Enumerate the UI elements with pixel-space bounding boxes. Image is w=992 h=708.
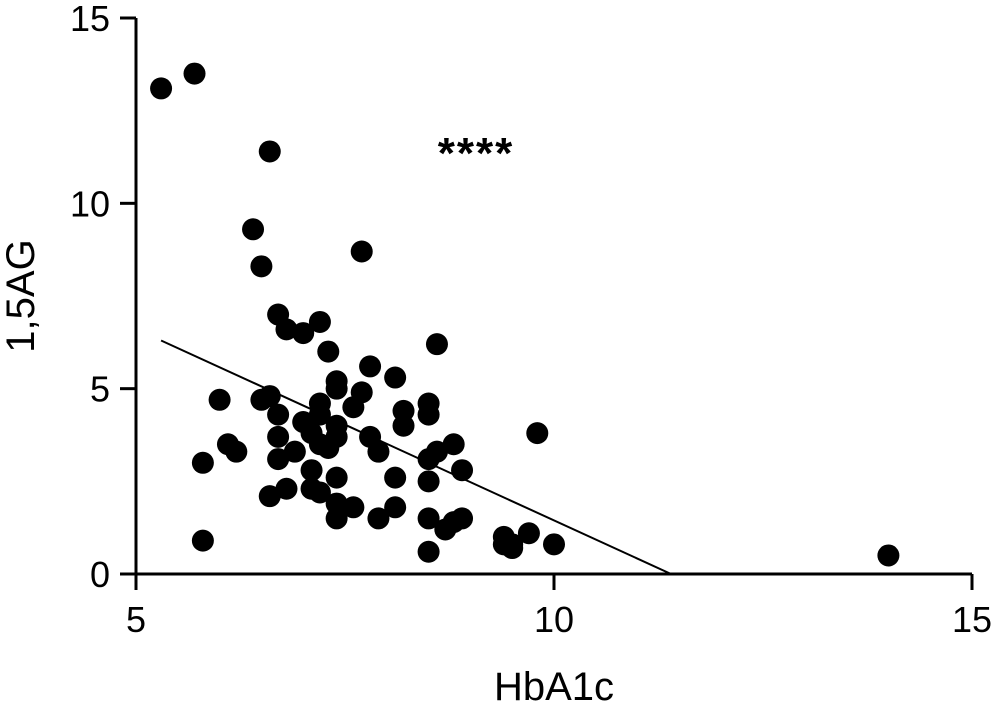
significance-annotation: **** (438, 129, 515, 178)
plot-area (150, 62, 900, 575)
data-point (342, 396, 365, 419)
data-point (384, 466, 407, 489)
data-point (150, 77, 173, 100)
data-point (434, 518, 457, 541)
data-point (325, 377, 348, 400)
data-point (191, 529, 214, 552)
data-point (267, 448, 290, 471)
data-point (367, 507, 390, 530)
data-point (367, 440, 390, 463)
data-point (308, 481, 331, 504)
data-point (275, 477, 298, 500)
data-point (392, 414, 415, 437)
data-point (417, 470, 440, 493)
x-tick-label: 15 (952, 599, 992, 640)
data-point (225, 440, 248, 463)
data-point (208, 388, 231, 411)
data-point (283, 440, 306, 463)
data-point (543, 533, 565, 556)
data-point (308, 403, 331, 426)
y-tick-label: 0 (90, 554, 110, 595)
y-tick-label: 10 (70, 183, 110, 224)
data-point (258, 385, 281, 408)
data-point (308, 310, 331, 333)
data-point (417, 448, 440, 471)
data-point (325, 466, 348, 489)
data-point (191, 451, 214, 474)
data-point (350, 240, 373, 263)
data-point (417, 507, 440, 530)
data-point (292, 322, 315, 345)
x-tick-label: 10 (534, 599, 574, 640)
x-axis-title: HbA1c (494, 665, 614, 708)
data-point (425, 333, 448, 356)
y-tick-label: 15 (70, 0, 110, 39)
data-point (501, 537, 524, 560)
data-point (451, 507, 474, 530)
data-point (267, 403, 290, 426)
data-point (417, 403, 440, 426)
data-point (300, 459, 323, 482)
data-point (342, 496, 365, 519)
regression-line (160, 339, 672, 575)
data-point (258, 140, 281, 163)
data-point (317, 340, 340, 363)
data-point (359, 355, 382, 378)
data-point (267, 425, 290, 448)
data-point (258, 485, 281, 508)
data-point (317, 436, 340, 459)
data-point (384, 496, 407, 519)
data-point (451, 459, 474, 482)
data-point (442, 433, 465, 456)
data-point (183, 62, 206, 85)
x-tick-label: 5 (126, 599, 146, 640)
data-point (384, 366, 407, 389)
data-point (517, 522, 540, 545)
y-tick-label: 5 (90, 369, 110, 410)
y-axis-title: 1,5AG (0, 239, 43, 352)
data-point (417, 540, 440, 563)
data-point (250, 255, 273, 278)
data-point (275, 318, 298, 341)
data-point (325, 507, 348, 530)
data-point (242, 218, 265, 241)
data-point (526, 422, 549, 445)
data-point (877, 544, 900, 567)
